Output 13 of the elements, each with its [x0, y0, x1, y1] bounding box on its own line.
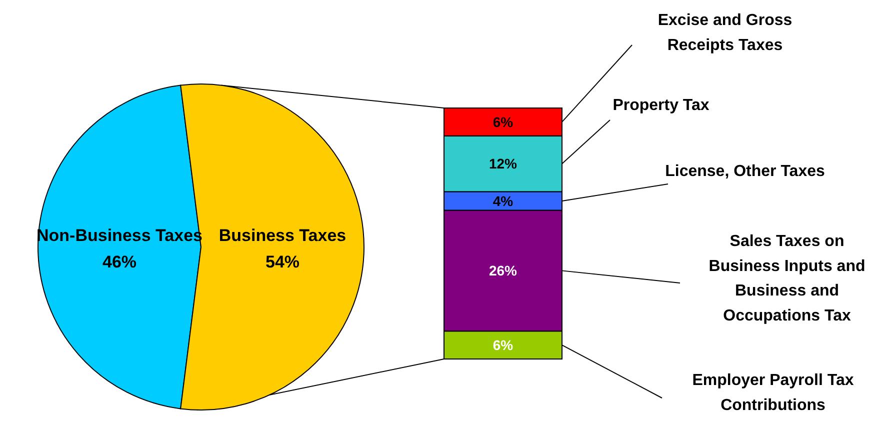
data-label: 54%	[265, 252, 300, 272]
text: Sales Taxes on Business Inputs and Business and Occupations Tax	[708, 233, 866, 324]
data-label: 12%	[488, 156, 518, 172]
text: License, Other Taxes	[665, 163, 825, 180]
slice-label: Business Taxes	[218, 226, 346, 245]
text: Property Tax	[612, 97, 710, 114]
data-label: 26%	[488, 262, 518, 279]
data-label: 6%	[492, 114, 514, 130]
text: Employer Payroll Tax Contributions	[692, 372, 854, 414]
data-label: 6%	[492, 336, 514, 353]
data-label: 46%	[102, 252, 137, 272]
text: Excise and Gross Receipts Taxes	[658, 12, 792, 54]
data-label: 4%	[492, 192, 514, 209]
